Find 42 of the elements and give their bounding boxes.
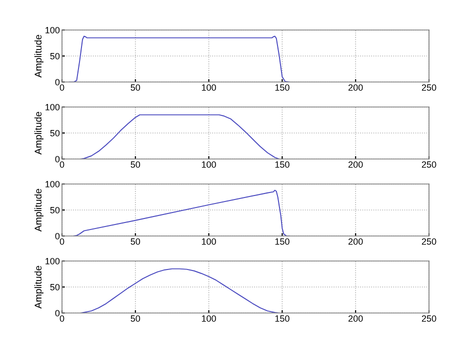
y-tick-label: 100 <box>46 180 60 188</box>
x-tick-label: 150 <box>275 238 290 245</box>
x-tick-label: 200 <box>348 238 363 245</box>
line-series <box>80 114 280 159</box>
x-tick-label: 0 <box>60 84 64 91</box>
y-axis-title: Amplitude <box>34 34 44 78</box>
y-tick-label: 100 <box>46 258 60 264</box>
x-tick-label: 100 <box>202 315 216 322</box>
y-tick-label: 0 <box>55 156 60 162</box>
x-tick-label: 100 <box>202 84 216 91</box>
y-tick-label: 0 <box>55 310 60 316</box>
x-tick-label: 200 <box>348 84 363 91</box>
y-tick-label: 50 <box>50 130 60 136</box>
x-tick-label: 100 <box>202 238 216 245</box>
line-series <box>80 268 280 313</box>
x-tick-label: 0 <box>60 315 64 322</box>
x-tick-label: 0 <box>60 238 64 245</box>
x-tick-label: 0 <box>60 161 64 168</box>
y-axis-title: Amplitude <box>34 266 44 309</box>
y-tick-label: 50 <box>50 52 60 60</box>
y-tick-label: 100 <box>46 104 60 110</box>
x-tick-label: 200 <box>348 161 363 168</box>
y-tick-label: 50 <box>50 284 60 290</box>
x-tick-label: 100 <box>202 161 216 168</box>
y-tick-label: 0 <box>55 78 60 86</box>
x-tick-label: 200 <box>348 315 363 322</box>
x-tick-label: 150 <box>275 315 290 322</box>
y-tick-label: 100 <box>46 26 60 34</box>
x-tick-label: 250 <box>422 84 436 91</box>
x-tick-label: 150 <box>275 161 290 168</box>
x-tick-label: 250 <box>422 315 436 322</box>
x-tick-label: 50 <box>130 161 140 168</box>
x-tick-label: 250 <box>422 238 436 245</box>
y-tick-label: 0 <box>55 232 60 240</box>
y-tick-label: 50 <box>50 206 60 214</box>
x-tick-label: 50 <box>130 84 140 91</box>
y-axis-title: Amplitude <box>34 188 44 232</box>
x-tick-label: 150 <box>275 84 290 91</box>
x-tick-label: 250 <box>422 161 436 168</box>
y-axis-title: Amplitude <box>34 112 44 155</box>
x-tick-label: 50 <box>130 238 140 245</box>
x-tick-label: 50 <box>130 315 140 322</box>
